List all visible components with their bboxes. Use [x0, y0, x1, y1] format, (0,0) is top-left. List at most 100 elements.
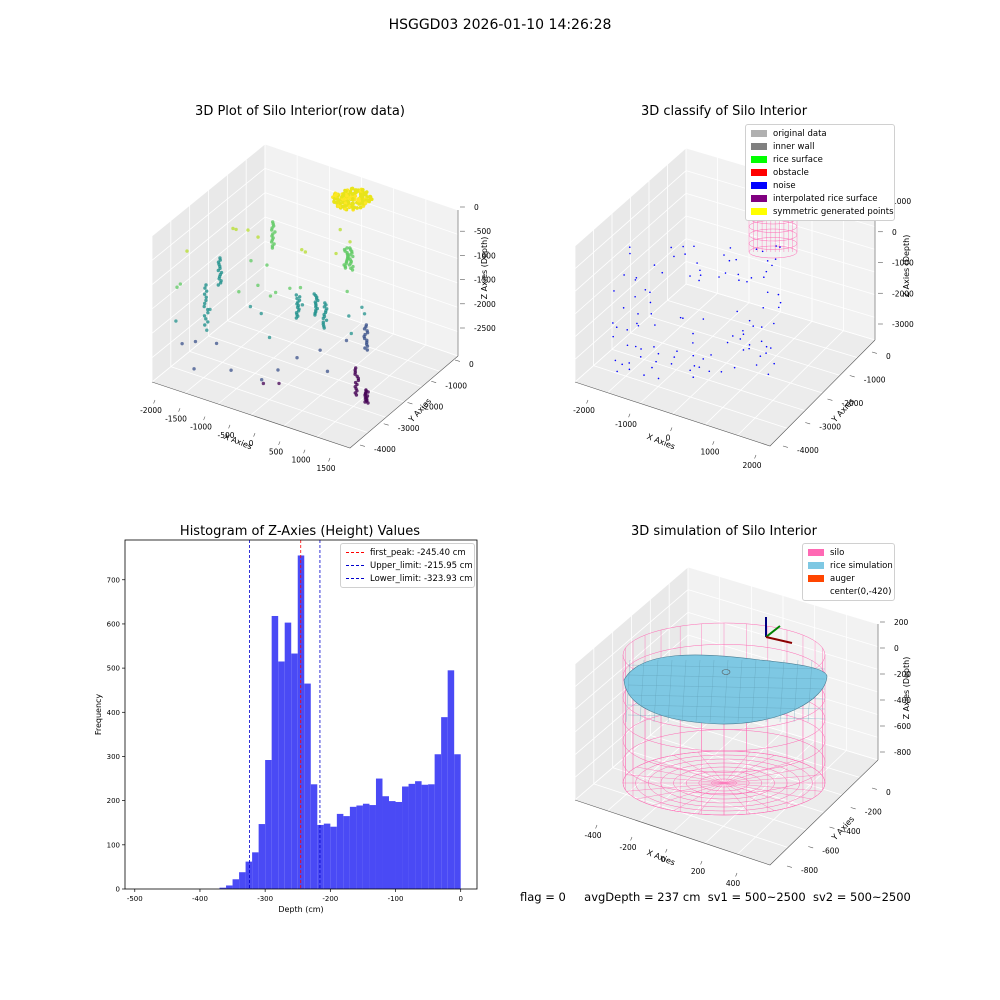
- orientation-x: [765, 636, 793, 644]
- tick-label: -200: [619, 843, 636, 852]
- tick-label: 0: [892, 228, 897, 237]
- data-point: [268, 294, 273, 298]
- tick-label: -1500: [474, 276, 496, 285]
- flag-text: flag = 0: [520, 890, 566, 904]
- histogram-bar: [310, 784, 318, 889]
- legend-swatch: [808, 575, 824, 582]
- tick-mark: [670, 427, 673, 432]
- tick-label: 0: [249, 439, 254, 448]
- legend-label: noise: [773, 180, 796, 191]
- noise-point: [718, 276, 720, 278]
- tick-label: -500: [217, 431, 234, 440]
- data-point: [332, 199, 336, 204]
- legend-item: silo: [808, 546, 889, 559]
- data-point: [203, 286, 207, 290]
- tick-mark: [630, 836, 633, 841]
- x-tick-label: -300: [257, 895, 273, 903]
- data-point: [174, 319, 178, 323]
- tick-label: 200: [894, 618, 909, 627]
- noise-point: [649, 301, 652, 304]
- rice-mesh-line: [639, 659, 645, 723]
- center-marker: [721, 669, 731, 675]
- data-point: [192, 367, 196, 371]
- histogram-bar: [271, 615, 279, 889]
- data-point: [351, 197, 355, 201]
- data-point: [347, 314, 351, 318]
- tick-label: 0: [894, 644, 899, 653]
- noise-point: [726, 341, 729, 344]
- rice-mesh-line: [695, 659, 701, 723]
- noise-point: [636, 322, 638, 325]
- noise-point: [629, 252, 631, 255]
- histogram-bar: [265, 760, 272, 889]
- silo-floor-spoke: [723, 755, 775, 784]
- data-point: [300, 303, 305, 307]
- noise-point: [761, 250, 764, 253]
- silo-floor-spoke: [626, 782, 725, 792]
- data-point: [270, 246, 275, 250]
- data-point: [229, 368, 233, 372]
- data-point: [360, 305, 364, 310]
- data-point: [267, 335, 272, 340]
- noise-point: [692, 376, 695, 379]
- data-point: [349, 186, 354, 191]
- legend-item: auger: [808, 572, 889, 585]
- noise-point: [670, 246, 672, 249]
- histogram-legend: first_peak: -245.40 cm Upper_limit: -215…: [340, 543, 475, 588]
- data-point: [354, 393, 359, 397]
- data-point: [358, 191, 363, 196]
- noise-point: [728, 259, 731, 262]
- data-point: [362, 327, 367, 331]
- noise-point: [640, 348, 642, 350]
- data-point: [206, 320, 210, 324]
- tick-label: 200: [691, 867, 706, 876]
- tick-label: -2000: [140, 406, 162, 415]
- tick-label: -1000: [190, 423, 212, 432]
- noise-point: [653, 346, 655, 348]
- grid-line: [667, 299, 858, 359]
- x-tick-label: 0: [458, 895, 462, 903]
- tick-label: -400: [584, 831, 601, 840]
- legend-label: first_peak: -245.40 cm: [370, 547, 466, 558]
- histogram-bar: [408, 783, 416, 889]
- legend-item: Lower_limit: -323.93 cm: [346, 572, 472, 585]
- tick-mark: [454, 359, 460, 362]
- histogram-bar: [219, 887, 227, 889]
- noise-point: [621, 363, 623, 366]
- noise-point: [755, 248, 758, 251]
- tick-label: -1500: [165, 414, 187, 423]
- rice-mesh-line: [681, 659, 687, 723]
- legend-line: [346, 552, 364, 553]
- tick-mark: [586, 399, 589, 404]
- z-axis-label: Z Axies (Depth): [902, 657, 911, 720]
- tick-label: -400: [844, 827, 861, 836]
- noise-point: [614, 359, 617, 362]
- tick-label: -200: [865, 808, 882, 817]
- noise-point: [733, 366, 736, 369]
- data-point: [343, 201, 348, 206]
- data-point: [345, 194, 349, 198]
- noise-point: [774, 258, 777, 260]
- noise-point: [765, 352, 767, 354]
- legend-label: interpolated rice surface: [773, 193, 878, 204]
- noise-point: [748, 319, 751, 322]
- data-point: [298, 285, 303, 290]
- tick-label: -3000: [398, 424, 420, 433]
- noise-point: [760, 326, 763, 328]
- noise-point: [628, 362, 631, 364]
- rice-mesh-line: [709, 659, 715, 723]
- noise-point: [742, 349, 745, 351]
- grid-line: [687, 589, 879, 648]
- data-point: [294, 293, 299, 297]
- data-point: [347, 263, 352, 267]
- tick-label: -800: [894, 748, 911, 757]
- noise-point: [777, 306, 780, 309]
- legend-label: Upper_limit: -215.95 cm: [370, 560, 473, 571]
- legend-item: rice surface: [751, 153, 889, 166]
- grid-line: [151, 168, 266, 261]
- rice-mesh-line: [779, 659, 785, 723]
- rice-mesh-line: [627, 714, 826, 720]
- tick-label: 0: [661, 855, 666, 864]
- grid-line: [574, 589, 689, 687]
- tick-label: -2000: [892, 289, 914, 298]
